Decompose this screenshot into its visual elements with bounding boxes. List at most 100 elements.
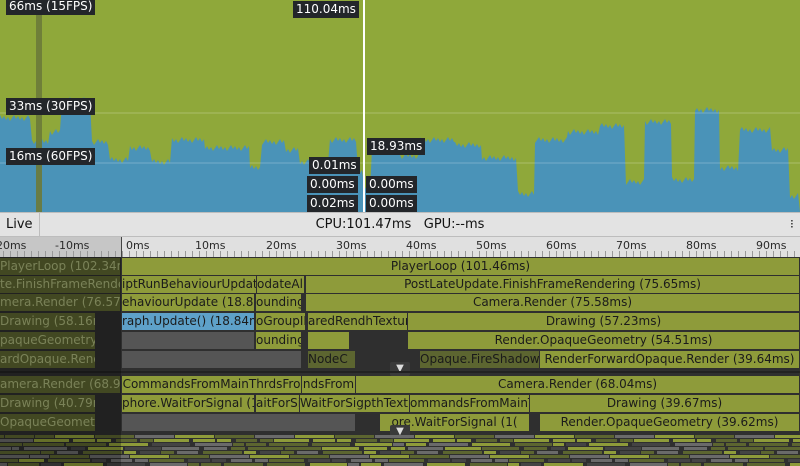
prev-render-thread-camera-bar[interactable]: amera.Render (68.92m (0, 376, 121, 393)
prev-render-thread-drawing-bar[interactable]: Drawing (40.79ms (0, 395, 96, 412)
ruler-minor-tick (269, 251, 270, 257)
deep-call-bar (668, 459, 690, 462)
deep-call-bar (203, 451, 242, 454)
deep-call-bar (740, 451, 760, 454)
render-camera-render-bar[interactable]: Camera.Render (68.04ms) (356, 376, 800, 393)
deep-call-bar (175, 435, 214, 438)
commands-from-main-thread-bar[interactable]: CommandsFromMainThrdsFro (122, 376, 302, 393)
bounding-child-bar[interactable]: ounding (256, 332, 302, 349)
ruler-minor-tick (206, 251, 207, 257)
deep-call-bar (244, 451, 256, 454)
more-options-icon[interactable]: ⁝ (790, 217, 794, 231)
prev-player-loop-bar[interactable]: PlayerLoop (102.34ms) (0, 258, 121, 275)
render-forward-opaque-bar[interactable]: RenderForwardOpaque.Render (39.64ms) (540, 351, 800, 368)
deep-call-bar (351, 459, 372, 462)
semaphore-wait-bar[interactable]: phore.WaitForSignal (19. (122, 395, 255, 412)
script-run-behaviour-update-bar[interactable]: iptRunBehaviourUpdate (122, 276, 257, 293)
cpu-usage-chart[interactable]: 66ms (15FPS) 33ms (30FPS) 16ms (60FPS) 1… (0, 0, 800, 212)
deep-call-bar (170, 455, 209, 458)
ruler-minor-tick (752, 251, 753, 257)
deep-call-bar (348, 463, 359, 466)
render-opaque-geometry-2-bar[interactable]: Render.OpaqueGeometry (39.62ms) (540, 414, 800, 431)
timeline-view[interactable]: PlayerLoop (102.34ms) te.FinishFrameRend… (0, 257, 800, 466)
drawing-bar[interactable]: Drawing (57.23ms) (408, 313, 800, 330)
ruler-minor-tick (500, 251, 501, 257)
post-late-update-bar[interactable]: PostLateUpdate.FinishFrameRendering (75.… (306, 276, 800, 293)
ruler-minor-tick (444, 251, 445, 257)
deep-call-bar (233, 443, 244, 446)
graph-update-child-bar[interactable] (122, 332, 255, 349)
deep-call-bar (535, 435, 574, 438)
ruler-minor-tick (59, 251, 60, 257)
commands-from-main-bar[interactable]: ommandsFromMainT (410, 395, 530, 412)
deep-call-bar (394, 439, 429, 442)
node-c-bar[interactable]: NodeC (308, 351, 356, 368)
deep-call-bar (620, 439, 633, 442)
prev-camera-render-bar[interactable]: mera.Render (76.57ms (0, 294, 121, 311)
behaviour-update-bar[interactable]: ehaviourUpdate (18.89m (122, 294, 255, 311)
deep-call-bar (57, 451, 78, 454)
render-drawing-bar[interactable]: Drawing (39.67ms) (530, 395, 800, 412)
deep-call-bar (711, 447, 725, 450)
deep-call-bar (740, 439, 753, 442)
deep-call-bar (620, 451, 640, 454)
ruler-minor-tick (241, 251, 242, 257)
deep-call-bar (177, 451, 198, 454)
render-opaque-geometry-bar[interactable]: Render.OpaqueGeometry (54.51ms) (408, 332, 800, 349)
prev-render-thread-opaque-bar[interactable]: OpaqueGeometry (0, 414, 96, 431)
update-all-renderers-bar[interactable]: odateAllR (257, 276, 305, 293)
main-thread-expand-icon[interactable]: ▼ (390, 362, 410, 376)
deep-call-bar (0, 459, 18, 462)
deep-call-bar (521, 463, 541, 466)
deep-call-bar (515, 443, 552, 446)
deep-call-bar (587, 463, 625, 466)
deep-call-bar (162, 447, 199, 450)
deep-call-bar (692, 459, 706, 462)
deep-call-bar (610, 455, 649, 458)
prev-finish-frame-bar[interactable]: te.FinishFrameRender (0, 276, 121, 293)
ruler-minor-tick (535, 251, 536, 257)
deep-call-bar (406, 443, 426, 446)
deep-call-bar (792, 443, 800, 446)
commands-from-bar[interactable]: ndsFrom (302, 376, 356, 393)
ruler-minor-tick (689, 251, 690, 257)
deep-call-bar (0, 451, 40, 454)
ruler-minor-tick (297, 251, 298, 257)
graph-update-bar[interactable]: raph.Update() (18.84ms (122, 313, 255, 330)
shared-render-texture-bar[interactable]: aredRendhTextur (308, 313, 408, 330)
semaphore-wait-2-bar[interactable]: ore.WaitForSignal (1( (380, 414, 530, 431)
shared-child-bar[interactable] (308, 332, 350, 349)
opaque-fire-shadow-bar[interactable]: Opaque.FireShadow (420, 351, 540, 368)
ruler-minor-tick (542, 251, 543, 257)
cursor-main-label: 18.93ms (367, 138, 426, 155)
cursor-b-label: 0.00ms (307, 176, 358, 193)
group-id-bar[interactable]: oGroupID (256, 313, 306, 330)
deep-call-bar (255, 459, 268, 462)
wait-for-signal-texture-bar[interactable]: WaitForSigpthTextur (300, 395, 410, 412)
ruler-minor-tick (745, 251, 746, 257)
deep-call-bar (433, 439, 455, 442)
deep-call-bar (726, 443, 746, 446)
ruler-minor-tick (458, 251, 459, 257)
deep-call-bar (274, 439, 309, 442)
deep-call-bar (290, 455, 329, 458)
prev-opaque-geometry-bar[interactable]: paqueGeometry (0, 332, 96, 349)
player-loop-bar[interactable]: PlayerLoop (101.46ms) (122, 258, 800, 275)
prev-drawing-bar[interactable]: Drawing (58.16ms (0, 313, 96, 330)
ruler-label: 40ms (406, 239, 437, 252)
deep-call-bar (380, 439, 393, 442)
deep-call-bar (375, 459, 388, 462)
prev-forward-opaque-bar[interactable]: ardOpaque.Rende (0, 351, 96, 368)
cpu-gpu-readout: CPU:101.47ms GPU:--ms (0, 213, 800, 236)
thread-divider[interactable] (0, 371, 800, 373)
deep-call-bar (125, 447, 161, 450)
live-button[interactable]: Live (0, 213, 40, 236)
deep-call-bar (0, 435, 4, 438)
camera-render-bar[interactable]: Camera.Render (75.58ms) (306, 294, 800, 311)
deep-call-bar (589, 443, 628, 446)
wait-for-signal-bar[interactable]: aitForSi (256, 395, 300, 412)
deep-call-bar (544, 463, 583, 466)
time-ruler[interactable]: -20ms -10ms 0ms 10ms 20ms 30ms 40ms 50ms… (0, 237, 800, 257)
deep-call-bar (514, 439, 549, 442)
bounding-bar[interactable]: ounding (256, 294, 302, 311)
